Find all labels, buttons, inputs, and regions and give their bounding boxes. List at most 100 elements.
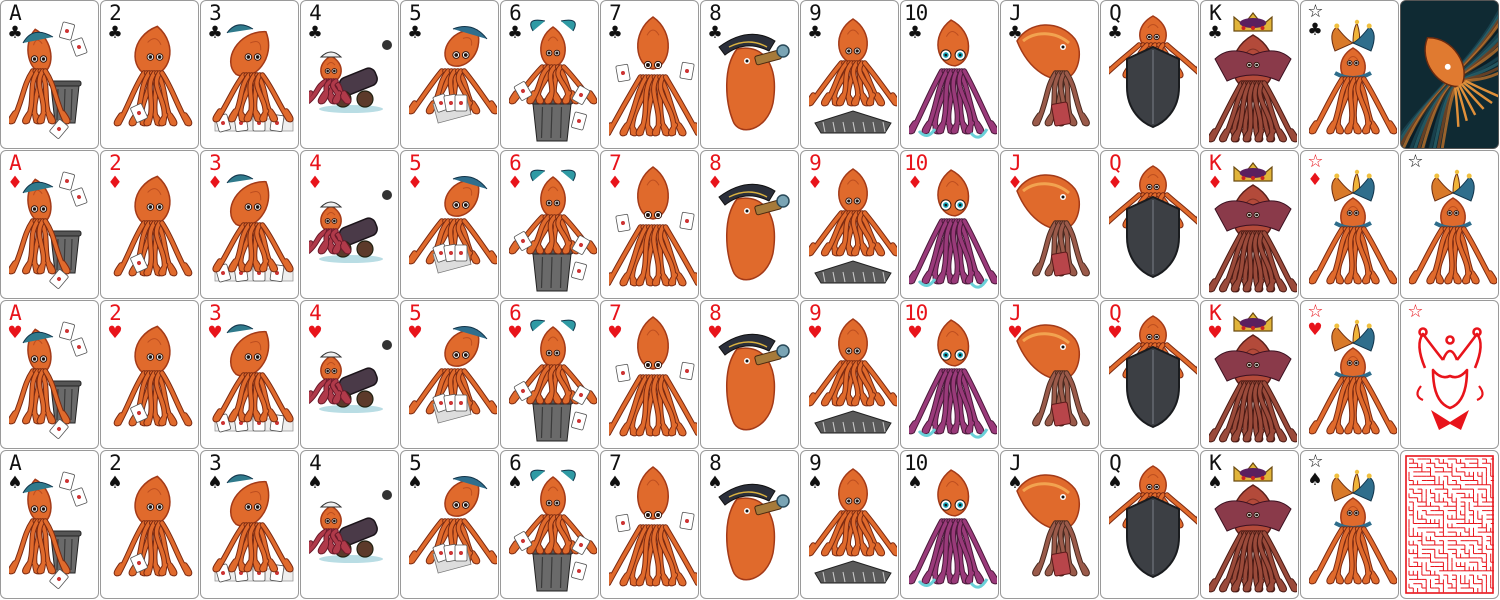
clubs-suit-icon: ♣ bbox=[807, 23, 823, 43]
card-q-of-hearts[interactable]: Q ♥ bbox=[1100, 300, 1199, 449]
card-rank: 5 bbox=[409, 451, 422, 475]
squid-card-fan-illustration bbox=[809, 318, 897, 434]
card-j-of-hearts[interactable]: J ♥ bbox=[1000, 300, 1099, 449]
card-9-of-clubs[interactable]: 9 ♣ bbox=[800, 0, 899, 149]
hearts-suit-icon: ♥ bbox=[1307, 320, 1323, 340]
card-joker-red[interactable]: ☆ bbox=[1400, 300, 1499, 449]
card-q-of-clubs[interactable]: Q ♣ bbox=[1100, 0, 1199, 149]
squid-jester-illustration bbox=[1309, 319, 1397, 435]
card-4-of-clubs[interactable]: 4 ♣ bbox=[300, 0, 399, 149]
card-7-of-diamonds[interactable]: 7 ♦ bbox=[600, 150, 699, 299]
card-index: Q ♣ bbox=[1104, 3, 1126, 42]
card-4-of-spades[interactable]: 4 ♠ bbox=[300, 450, 399, 599]
card-rank: ☆ bbox=[1307, 151, 1323, 172]
card-2-of-hearts[interactable]: 2 ♥ bbox=[100, 300, 199, 449]
squid-big-eyes-illustration bbox=[909, 319, 997, 439]
card-j-of-spades[interactable]: J ♠ bbox=[1000, 450, 1099, 599]
card-9-of-spades[interactable]: 9 ♠ bbox=[800, 450, 899, 599]
card-4-of-diamonds[interactable]: 4 ♦ bbox=[300, 150, 399, 299]
card-3-of-clubs[interactable]: 3 ♣ bbox=[200, 0, 299, 149]
card-9-of-diamonds[interactable]: 9 ♦ bbox=[800, 150, 899, 299]
card-index: 3 ♥ bbox=[204, 303, 226, 342]
card-10-of-hearts[interactable]: 10 ♥ bbox=[900, 300, 999, 449]
card-joker-hearts[interactable]: ☆ ♥ bbox=[1300, 300, 1399, 449]
card-3-of-spades[interactable]: 3 ♠ bbox=[200, 450, 299, 599]
card-k-of-clubs[interactable]: K ♣ bbox=[1200, 0, 1299, 149]
card-3-of-hearts[interactable]: 3 ♥ bbox=[200, 300, 299, 449]
diamonds-suit-icon: ♦ bbox=[707, 173, 723, 193]
squid-cards-spread-illustration bbox=[212, 324, 294, 433]
card-8-of-diamonds[interactable]: 8 ♦ bbox=[700, 150, 799, 299]
card-rank: 9 bbox=[809, 151, 822, 175]
card-5-of-clubs[interactable]: 5 ♣ bbox=[400, 0, 499, 149]
card-j-of-clubs[interactable]: J ♣ bbox=[1000, 0, 1099, 149]
card-6-of-clubs[interactable]: 6 ♣ bbox=[500, 0, 599, 149]
card-rank: 3 bbox=[209, 301, 222, 325]
card-index: 8 ♦ bbox=[704, 153, 726, 192]
card-7-of-hearts[interactable]: 7 ♥ bbox=[600, 300, 699, 449]
card-index: ☆ bbox=[1404, 153, 1426, 171]
card-index: ☆ bbox=[1404, 303, 1426, 321]
card-8-of-hearts[interactable]: 8 ♥ bbox=[700, 300, 799, 449]
card-rank: 6 bbox=[509, 1, 522, 25]
card-6-of-hearts[interactable]: 6 ♥ bbox=[500, 300, 599, 449]
card-3-of-diamonds[interactable]: 3 ♦ bbox=[200, 150, 299, 299]
diamonds-suit-icon: ♦ bbox=[807, 173, 823, 193]
squid-shield-illustration bbox=[1109, 465, 1197, 579]
card-5-of-diamonds[interactable]: 5 ♦ bbox=[400, 150, 499, 299]
card-k-of-spades[interactable]: K ♠ bbox=[1200, 450, 1299, 599]
squid-crown-illustration bbox=[1209, 312, 1297, 443]
card-a-of-diamonds[interactable]: A ♦ bbox=[0, 150, 99, 299]
spades-suit-icon: ♠ bbox=[1007, 473, 1023, 493]
card-8-of-clubs[interactable]: 8 ♣ bbox=[700, 0, 799, 149]
clubs-suit-icon: ♣ bbox=[207, 23, 223, 43]
card-a-of-hearts[interactable]: A ♥ bbox=[0, 300, 99, 449]
card-rank: 6 bbox=[509, 301, 522, 325]
card-2-of-diamonds[interactable]: 2 ♦ bbox=[100, 150, 199, 299]
card-rank: 7 bbox=[609, 1, 622, 25]
card-10-of-diamonds[interactable]: 10 ♦ bbox=[900, 150, 999, 299]
card-rank: 4 bbox=[309, 1, 322, 25]
card-joker-black[interactable]: ☆ bbox=[1400, 150, 1499, 299]
card-joker-clubs[interactable]: ☆ ♣ bbox=[1300, 0, 1399, 149]
squid-swirl-back-illustration bbox=[1401, 1, 1498, 148]
hearts-suit-icon: ♥ bbox=[1107, 323, 1123, 343]
card-5-of-spades[interactable]: 5 ♠ bbox=[400, 450, 499, 599]
card-joker-spades[interactable]: ☆ ♠ bbox=[1300, 450, 1399, 599]
squid-holding-cards-illustration bbox=[409, 326, 497, 424]
clubs-suit-icon: ♣ bbox=[607, 23, 623, 43]
card-back-squid[interactable] bbox=[1400, 0, 1499, 149]
card-rank: ☆ bbox=[1307, 1, 1323, 22]
card-k-of-diamonds[interactable]: K ♦ bbox=[1200, 150, 1299, 299]
card-rank: K bbox=[1209, 1, 1222, 25]
card-7-of-clubs[interactable]: 7 ♣ bbox=[600, 0, 699, 149]
squid-cuttlefish-illustration bbox=[1016, 174, 1090, 277]
squid-trash-can-cards-illustration bbox=[509, 469, 597, 592]
squid-holding-cards-illustration bbox=[409, 476, 497, 574]
joker-star-icon: ☆ bbox=[1407, 151, 1423, 172]
card-back-maze[interactable] bbox=[1400, 450, 1499, 599]
card-a-of-spades[interactable]: A ♠ bbox=[0, 450, 99, 599]
card-k-of-hearts[interactable]: K ♥ bbox=[1200, 300, 1299, 449]
card-index: A ♣ bbox=[4, 3, 26, 42]
card-2-of-spades[interactable]: 2 ♠ bbox=[100, 450, 199, 599]
card-10-of-clubs[interactable]: 10 ♣ bbox=[900, 0, 999, 149]
card-10-of-spades[interactable]: 10 ♠ bbox=[900, 450, 999, 599]
card-6-of-spades[interactable]: 6 ♠ bbox=[500, 450, 599, 599]
card-q-of-diamonds[interactable]: Q ♦ bbox=[1100, 150, 1199, 299]
card-7-of-spades[interactable]: 7 ♠ bbox=[600, 450, 699, 599]
card-6-of-diamonds[interactable]: 6 ♦ bbox=[500, 150, 599, 299]
card-j-of-diamonds[interactable]: J ♦ bbox=[1000, 150, 1099, 299]
card-8-of-spades[interactable]: 8 ♠ bbox=[700, 450, 799, 599]
card-4-of-hearts[interactable]: 4 ♥ bbox=[300, 300, 399, 449]
card-2-of-clubs[interactable]: 2 ♣ bbox=[100, 0, 199, 149]
card-5-of-hearts[interactable]: 5 ♥ bbox=[400, 300, 499, 449]
card-9-of-hearts[interactable]: 9 ♥ bbox=[800, 300, 899, 449]
squid-jester-illustration bbox=[1309, 469, 1397, 585]
card-index: A ♠ bbox=[4, 453, 26, 492]
card-q-of-spades[interactable]: Q ♠ bbox=[1100, 450, 1199, 599]
card-joker-diamonds[interactable]: ☆ ♦ bbox=[1300, 150, 1399, 299]
card-index: 3 ♦ bbox=[204, 153, 226, 192]
card-a-of-clubs[interactable]: A ♣ bbox=[0, 0, 99, 149]
